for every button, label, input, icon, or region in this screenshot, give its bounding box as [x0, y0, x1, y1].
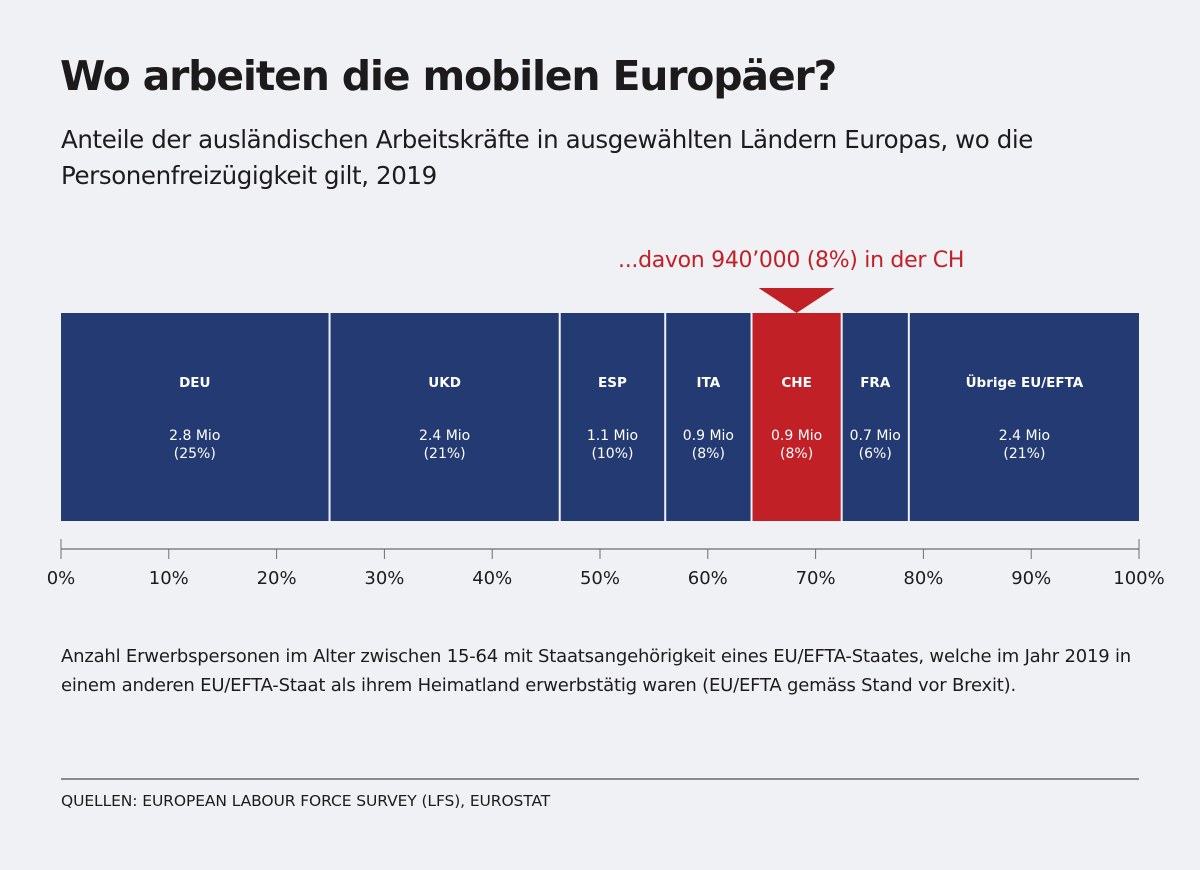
x-tick-label: 10%	[149, 568, 189, 589]
stacked-bar-chart: DEU 2.8 Mio (25%) UKD 2.4 Mio (21%) ESP 1.1 Mio…	[47, 288, 1165, 589]
bar-segment-brige-eu-efta	[909, 313, 1139, 521]
segment-value-che: 0.9 Mio	[771, 428, 822, 444]
bar-segment-esp	[560, 313, 665, 521]
chart-title: Wo arbeiten die mobilen Europäer?	[60, 52, 837, 100]
bar-segment-ukd	[330, 313, 559, 521]
divider	[61, 778, 1139, 780]
bar-segment-ita	[666, 313, 751, 521]
segment-share-ita: (8%)	[692, 446, 725, 462]
segment-share-brige-eu-efta: (21%)	[1003, 446, 1045, 462]
segment-value-deu: 2.8 Mio	[169, 428, 220, 444]
x-tick-label: 30%	[364, 568, 404, 589]
segment-value-esp: 1.1 Mio	[587, 428, 638, 444]
x-tick-label: 80%	[903, 568, 943, 589]
segment-label-fra: FRA	[860, 375, 891, 391]
x-tick-label: 20%	[257, 568, 297, 589]
segment-value-ita: 0.9 Mio	[683, 428, 734, 444]
footnote: Anzahl Erwerbspersonen im Alter zwischen…	[61, 646, 1131, 696]
segment-share-ukd: (21%)	[424, 446, 466, 462]
segment-value-brige-eu-efta: 2.4 Mio	[999, 428, 1050, 444]
bar-segment-deu	[61, 313, 329, 521]
x-tick-label: 60%	[688, 568, 728, 589]
x-tick-label: 40%	[472, 568, 512, 589]
x-axis: 0% 10% 20% 30% 40% 50% 60% 70% 80% 90% 100%	[47, 539, 1165, 589]
segment-share-esp: (10%)	[591, 446, 633, 462]
segment-label-ita: ITA	[697, 375, 721, 391]
callout-arrow-icon	[758, 288, 835, 313]
segment-label-ukd: UKD	[428, 375, 461, 391]
segment-label-che: CHE	[781, 375, 811, 391]
source-credit: QUELLEN: EUROPEAN LABOUR FORCE SURVEY (L…	[61, 792, 551, 810]
bar-segment-che	[752, 313, 841, 521]
x-tick-label: 100%	[1113, 568, 1164, 589]
x-tick-label: 50%	[580, 568, 620, 589]
segment-share-che: (8%)	[780, 446, 813, 462]
chart-subtitle: Anteile der ausländischen Arbeitskräfte …	[61, 125, 1033, 190]
x-tick-label: 0%	[47, 568, 76, 589]
x-tick-label: 70%	[796, 568, 836, 589]
segment-label-esp: ESP	[598, 375, 627, 391]
segment-share-fra: (6%)	[859, 446, 892, 462]
segment-label-brige-eu-efta: Übrige EU/EFTA	[966, 373, 1084, 391]
bar-segment-fra	[842, 313, 908, 521]
segment-value-ukd: 2.4 Mio	[419, 428, 470, 444]
segment-share-deu: (25%)	[174, 446, 216, 462]
segment-label-deu: DEU	[179, 375, 210, 391]
bar-segments: DEU 2.8 Mio (25%) UKD 2.4 Mio (21%) ESP 1.1 Mio…	[61, 313, 1139, 521]
callout-annotation: ...davon 940’000 (8%) in der CH	[618, 248, 965, 273]
x-tick-label: 90%	[1011, 568, 1051, 589]
segment-value-fra: 0.7 Mio	[850, 428, 901, 444]
